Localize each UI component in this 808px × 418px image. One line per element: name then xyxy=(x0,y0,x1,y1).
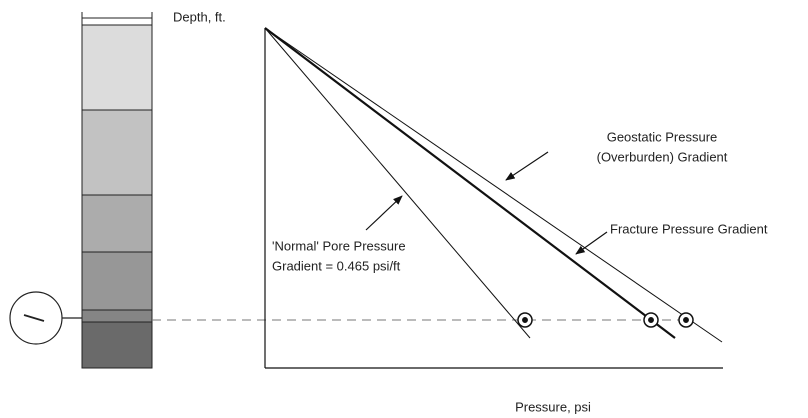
layer xyxy=(81,24,153,111)
fracture-label: Fracture Pressure Gradient xyxy=(610,221,768,236)
gauge xyxy=(9,291,82,345)
marker-dot xyxy=(648,317,654,323)
markers xyxy=(517,312,694,328)
strata-column xyxy=(81,12,153,369)
marker-dot xyxy=(522,317,528,323)
geostatic-gradient-line xyxy=(264,27,723,343)
normal-label: Gradient = 0.465 psi/ft xyxy=(272,258,401,273)
y-axis-label: Depth, ft. xyxy=(173,9,226,24)
geostatic-label: Geostatic Pressure xyxy=(607,129,718,144)
normal-gradient-line xyxy=(264,27,531,339)
gauge-needle xyxy=(23,314,45,322)
x-axis-label: Pressure, psi xyxy=(515,399,591,414)
arrow xyxy=(575,231,608,255)
layer xyxy=(81,321,153,369)
axes xyxy=(264,28,723,369)
gradient-lines xyxy=(264,27,723,343)
layer xyxy=(81,109,153,196)
geostatic-label: (Overburden) Gradient xyxy=(597,149,728,164)
layer xyxy=(81,251,153,311)
arrow xyxy=(505,151,549,181)
fracture-gradient-line xyxy=(264,27,676,339)
arrow xyxy=(365,195,403,231)
layer xyxy=(81,194,153,253)
normal-label: 'Normal' Pore Pressure xyxy=(272,238,406,253)
arrows xyxy=(365,151,608,255)
layer xyxy=(81,309,153,323)
marker-dot xyxy=(683,317,689,323)
